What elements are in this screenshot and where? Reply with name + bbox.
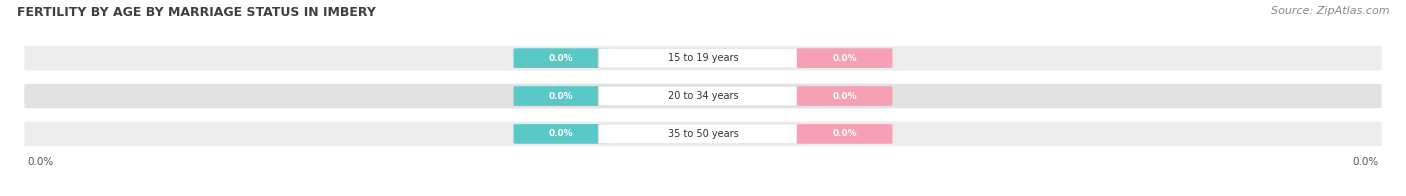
FancyBboxPatch shape — [24, 84, 1382, 108]
FancyBboxPatch shape — [599, 48, 807, 68]
Text: Source: ZipAtlas.com: Source: ZipAtlas.com — [1271, 6, 1389, 16]
FancyBboxPatch shape — [513, 124, 609, 144]
FancyBboxPatch shape — [599, 86, 807, 106]
Text: 35 to 50 years: 35 to 50 years — [668, 129, 738, 139]
FancyBboxPatch shape — [797, 124, 893, 144]
Text: 20 to 34 years: 20 to 34 years — [668, 91, 738, 101]
Text: FERTILITY BY AGE BY MARRIAGE STATUS IN IMBERY: FERTILITY BY AGE BY MARRIAGE STATUS IN I… — [17, 6, 375, 19]
Text: 0.0%: 0.0% — [832, 54, 856, 63]
FancyBboxPatch shape — [599, 124, 807, 144]
FancyBboxPatch shape — [797, 48, 893, 68]
Text: 0.0%: 0.0% — [550, 92, 574, 101]
Text: 0.0%: 0.0% — [550, 129, 574, 138]
FancyBboxPatch shape — [513, 86, 609, 106]
Text: 0.0%: 0.0% — [832, 92, 856, 101]
Text: 0.0%: 0.0% — [28, 157, 53, 167]
FancyBboxPatch shape — [24, 122, 1382, 146]
Text: 0.0%: 0.0% — [832, 129, 856, 138]
FancyBboxPatch shape — [797, 86, 893, 106]
FancyBboxPatch shape — [513, 48, 609, 68]
Text: 0.0%: 0.0% — [550, 54, 574, 63]
Text: 15 to 19 years: 15 to 19 years — [668, 53, 738, 63]
Text: 0.0%: 0.0% — [1353, 157, 1378, 167]
FancyBboxPatch shape — [24, 46, 1382, 71]
